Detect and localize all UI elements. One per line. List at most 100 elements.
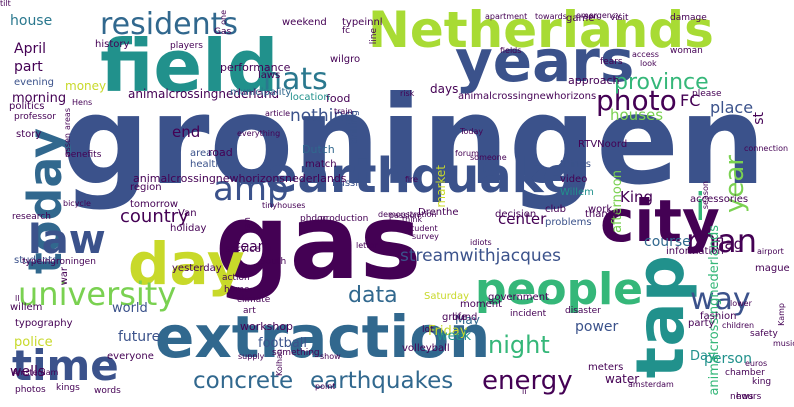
word: apartment xyxy=(485,12,528,21)
word: wells xyxy=(10,364,46,380)
word: club xyxy=(545,204,566,215)
word: FC xyxy=(680,91,701,110)
word: performance xyxy=(220,61,291,74)
word: airport xyxy=(757,247,784,256)
word: workshop xyxy=(240,320,294,333)
word: towards xyxy=(535,12,567,21)
word: news xyxy=(730,392,754,402)
word: typography xyxy=(15,318,73,329)
word: Hens xyxy=(72,98,93,107)
word: someone xyxy=(470,153,507,162)
word: data xyxy=(348,283,398,308)
word: ground xyxy=(442,312,478,323)
word: bicycle xyxy=(63,199,91,208)
word: future xyxy=(118,329,161,345)
word: letter xyxy=(356,241,378,250)
word: please xyxy=(692,89,722,99)
word: decision xyxy=(495,209,537,220)
word: yesterday xyxy=(172,263,222,274)
word: life xyxy=(452,312,468,323)
word: moment xyxy=(460,299,503,310)
word: music xyxy=(773,339,794,348)
word: amsterdam xyxy=(628,380,674,389)
word: world xyxy=(112,301,148,316)
word: Saturday xyxy=(424,291,470,302)
word: groningen xyxy=(62,70,766,212)
word: Drenthe xyxy=(418,207,459,218)
word: April xyxy=(14,41,46,57)
word: hours xyxy=(736,392,762,402)
word: ll xyxy=(15,294,20,303)
word: action xyxy=(222,273,250,283)
word: Gas xyxy=(214,27,232,37)
word: Willem xyxy=(560,187,594,198)
word: laws xyxy=(258,70,281,81)
word: part xyxy=(14,59,43,75)
word: history xyxy=(95,39,130,50)
word: location xyxy=(290,92,330,103)
word: one xyxy=(219,10,228,25)
word: people xyxy=(475,264,643,315)
word: Today xyxy=(460,127,484,136)
word: concrete xyxy=(193,368,294,394)
word: problems xyxy=(545,217,592,228)
word: demonstration xyxy=(378,210,437,219)
word: everything xyxy=(237,129,281,138)
word: extraction xyxy=(155,303,491,371)
word: gas xyxy=(215,181,422,303)
word: i xyxy=(695,185,706,229)
word: phdoc xyxy=(300,214,328,224)
word: province xyxy=(614,70,709,95)
word: days xyxy=(430,82,459,96)
word: day xyxy=(128,230,245,298)
word: professor xyxy=(14,112,57,122)
word: art xyxy=(243,306,256,316)
word: earthquake xyxy=(265,148,575,204)
word: typeingroningen xyxy=(22,257,96,267)
word: city xyxy=(600,187,720,255)
word: money xyxy=(65,79,107,93)
word: hats xyxy=(263,62,328,97)
word: place xyxy=(710,98,754,117)
word: course xyxy=(644,234,691,250)
word: emergency xyxy=(576,11,621,20)
word: son xyxy=(584,12,599,21)
word: damage xyxy=(670,13,707,23)
word: weekend xyxy=(282,17,327,28)
word: meters xyxy=(588,362,624,373)
word: video xyxy=(560,174,588,185)
word: approach xyxy=(568,74,620,87)
word: night xyxy=(488,331,550,359)
word: photo xyxy=(596,84,677,117)
word: words xyxy=(94,386,121,396)
word: survey xyxy=(412,232,439,241)
word: volleyball xyxy=(402,343,450,354)
word: fashion xyxy=(700,311,737,322)
word: man xyxy=(686,222,758,260)
word: football xyxy=(258,336,308,351)
word: police xyxy=(14,335,53,350)
word: wilgro xyxy=(330,54,361,65)
word: visit xyxy=(610,13,629,23)
word: kings xyxy=(56,383,80,393)
word: houses xyxy=(610,106,664,124)
word: production xyxy=(320,214,369,224)
word: lot xyxy=(422,325,434,335)
word: students xyxy=(14,255,58,266)
word: children xyxy=(722,321,755,330)
word: areas xyxy=(63,108,72,131)
word: power xyxy=(575,319,619,335)
word: Netherlands xyxy=(368,1,714,59)
word: market xyxy=(434,165,448,208)
word: tomorrow xyxy=(130,199,179,210)
word: accessories xyxy=(690,194,749,205)
word: party xyxy=(688,318,715,329)
word: municipality xyxy=(230,87,292,98)
word: safety xyxy=(750,329,778,339)
word: benefits xyxy=(65,150,102,160)
word: politics xyxy=(9,101,45,112)
word: incident xyxy=(510,309,547,319)
word: article xyxy=(265,109,291,118)
word: streamwithjacques xyxy=(400,246,562,266)
